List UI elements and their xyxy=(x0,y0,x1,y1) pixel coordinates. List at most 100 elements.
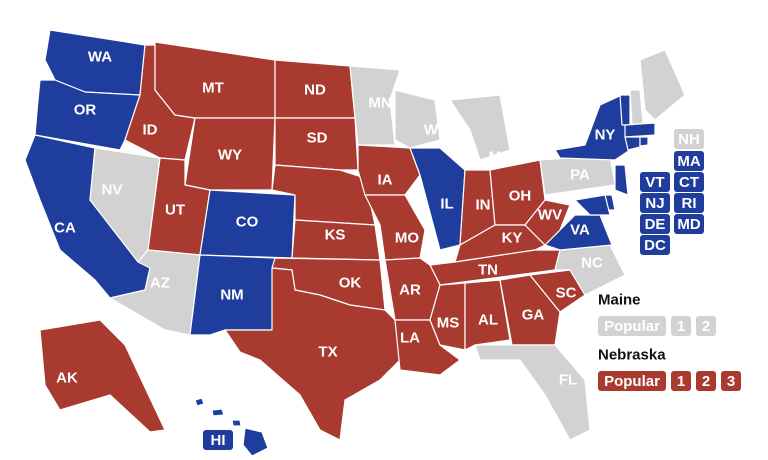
state-box xyxy=(203,430,233,450)
legend-label: 1 xyxy=(677,373,685,390)
legend-box xyxy=(598,371,666,391)
legend-box xyxy=(671,316,691,336)
state-label: KS xyxy=(325,227,346,244)
state-label: NH xyxy=(678,131,700,148)
state xyxy=(211,408,225,417)
state xyxy=(619,94,631,126)
state xyxy=(429,282,466,351)
legend-label: Popular xyxy=(604,373,660,390)
state-label: ND xyxy=(304,82,326,99)
state-label: UT xyxy=(165,202,185,219)
state xyxy=(544,214,613,251)
state-label: WA xyxy=(88,49,112,66)
state-box xyxy=(674,129,704,149)
state-label: MI xyxy=(489,149,506,166)
state-label: HI xyxy=(211,432,226,449)
state xyxy=(499,274,561,346)
state-box xyxy=(640,193,670,213)
state xyxy=(639,49,686,121)
state-label: TN xyxy=(478,262,498,279)
state xyxy=(184,117,276,191)
state xyxy=(624,136,641,151)
state-label: IN xyxy=(476,197,491,214)
state-label: AK xyxy=(56,370,78,387)
state-box xyxy=(640,172,670,192)
legend-title: Maine xyxy=(598,292,641,309)
state-box xyxy=(674,214,704,234)
state-box xyxy=(674,151,704,171)
state-label: MA xyxy=(677,153,700,170)
state xyxy=(624,122,656,138)
state-label: ID xyxy=(143,122,158,139)
legend-box xyxy=(696,316,716,336)
legend-box xyxy=(696,371,716,391)
state xyxy=(524,199,571,246)
state-label: OR xyxy=(74,102,97,119)
state xyxy=(39,319,166,433)
state xyxy=(394,89,441,149)
state xyxy=(242,427,269,457)
state-label: OK xyxy=(339,275,362,292)
legend-box xyxy=(721,371,741,391)
state-label: GA xyxy=(522,307,545,324)
state-label: NJ xyxy=(645,195,664,212)
state-label: WY xyxy=(218,147,242,164)
state-label: RI xyxy=(682,195,697,212)
state-label: WV xyxy=(538,207,562,224)
state-label: OH xyxy=(509,188,532,205)
state-box xyxy=(674,193,704,213)
state-label: IA xyxy=(378,172,393,189)
state-label: LA xyxy=(400,330,420,347)
state-box xyxy=(640,214,670,234)
legend-label: 1 xyxy=(677,318,685,335)
state-label: MS xyxy=(437,315,460,332)
state xyxy=(349,65,401,146)
state-label: CO xyxy=(236,214,259,231)
state-label: NV xyxy=(102,182,123,199)
legend-label: 2 xyxy=(702,318,710,335)
state xyxy=(231,419,242,427)
state-label: CA xyxy=(54,220,76,237)
state xyxy=(449,94,511,161)
state-label: TX xyxy=(318,344,337,361)
state-label: MT xyxy=(202,80,224,97)
state xyxy=(274,117,359,171)
state-label: SD xyxy=(307,130,328,147)
state-label: NC xyxy=(581,255,603,272)
state-label: IL xyxy=(440,196,453,213)
state-label: WI xyxy=(424,122,442,139)
state xyxy=(639,136,649,147)
state-label: PA xyxy=(570,167,590,184)
state-label: FL xyxy=(559,372,577,389)
legend-label: 3 xyxy=(727,373,735,390)
state-label: VT xyxy=(645,174,664,191)
state-label: DE xyxy=(645,216,666,233)
state-label: NM xyxy=(220,287,243,304)
legend-box xyxy=(671,371,691,391)
state xyxy=(474,344,591,441)
state-label: NY xyxy=(595,127,616,144)
state-box xyxy=(674,172,704,192)
state-label: AZ xyxy=(150,275,170,292)
state-label: MD xyxy=(677,216,700,233)
state-label: AL xyxy=(478,312,498,329)
state-label: MN xyxy=(368,95,391,112)
state-label: SC xyxy=(556,285,577,302)
state-label: MO xyxy=(395,230,419,247)
state-label: AR xyxy=(399,282,421,299)
legend-label: 2 xyxy=(702,373,710,390)
state xyxy=(574,194,611,216)
state xyxy=(629,89,644,126)
state xyxy=(464,279,511,351)
state-label: DC xyxy=(644,237,666,254)
state-label: KY xyxy=(502,230,523,247)
state xyxy=(194,397,205,407)
legend-box xyxy=(598,316,666,336)
state-label: CT xyxy=(679,174,699,191)
state xyxy=(614,164,629,196)
state xyxy=(554,94,631,161)
state-box xyxy=(640,235,670,255)
state xyxy=(224,267,401,441)
legend-title: Nebraska xyxy=(598,347,666,364)
